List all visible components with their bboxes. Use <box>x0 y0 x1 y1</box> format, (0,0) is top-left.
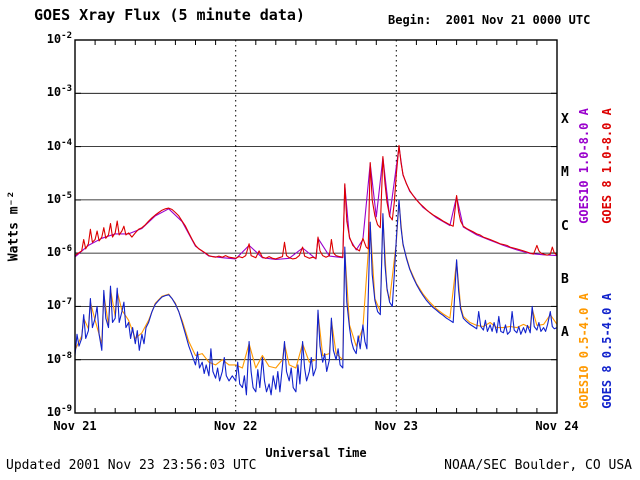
y-tick-label: 10-8 <box>46 350 72 366</box>
x-axis-label: Universal Time <box>265 446 367 460</box>
source-credit: NOAA/SEC Boulder, CO USA <box>444 458 632 473</box>
y-tick-label: 10-6 <box>46 244 72 260</box>
legend-label: GOES10 0.5-4.0 A <box>577 293 591 409</box>
legend-label: GOES 8 0.5-4.0 A <box>600 293 614 409</box>
y-tick-label: 10-3 <box>46 84 72 100</box>
x-tick-label: Nov 24 <box>535 419 579 433</box>
y-tick-label: 10-5 <box>46 190 72 206</box>
chart-title: GOES Xray Flux (5 minute data) <box>34 6 305 24</box>
series-line <box>74 201 558 369</box>
series-line <box>74 144 558 260</box>
begin-timestamp: Begin: 2001 Nov 21 0000 UTC <box>388 13 591 27</box>
y-tick-label: 10-2 <box>46 31 72 46</box>
series-line <box>74 146 558 261</box>
x-tick-label: Nov 21 <box>53 419 97 433</box>
x-tick-label: Nov 22 <box>213 419 258 433</box>
legend-label: GOES10 1.0-8.0 A <box>577 108 591 224</box>
flare-class-label: A <box>561 325 569 341</box>
series-line <box>74 199 558 396</box>
legend-label: GOES 8 1.0-8.0 A <box>600 108 614 224</box>
flare-class-label: X <box>561 111 569 127</box>
y-tick-label: 10-4 <box>46 137 72 153</box>
updated-timestamp: Updated 2001 Nov 23 23:56:03 UTC <box>6 458 257 473</box>
flare-class-label: B <box>561 271 569 287</box>
y-tick-label: 10-9 <box>46 404 72 419</box>
flare-class-label: C <box>561 218 569 234</box>
flare-class-label: M <box>561 165 569 181</box>
x-tick-label: Nov 23 <box>374 419 418 433</box>
y-tick-label: 10-7 <box>46 297 72 313</box>
